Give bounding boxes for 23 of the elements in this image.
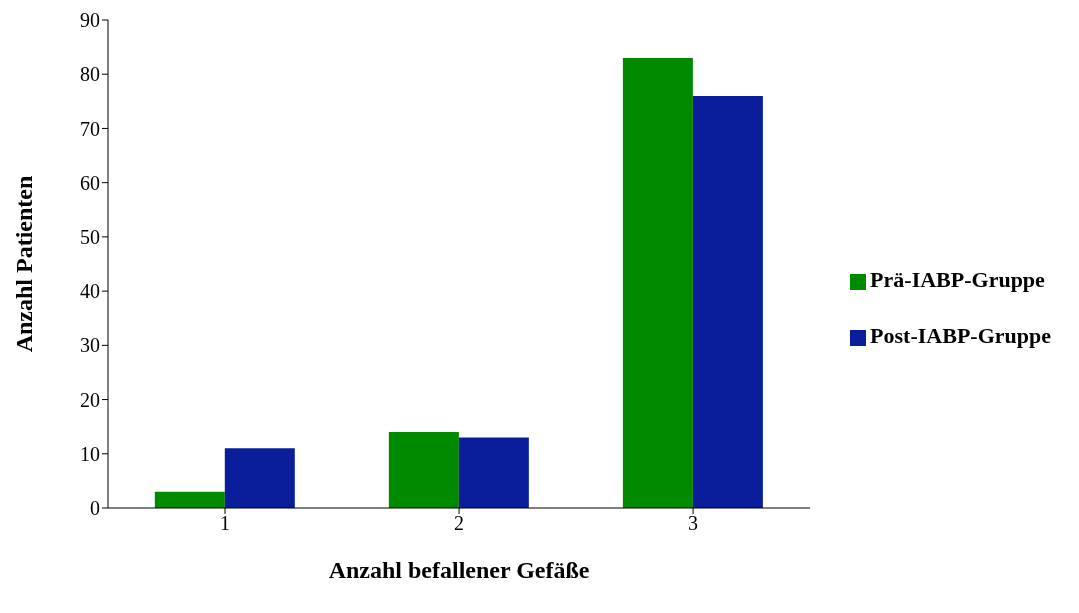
- y-tick-label: 40: [80, 280, 100, 303]
- y-tick-label: 30: [80, 334, 100, 357]
- y-tick-label: 50: [80, 225, 100, 248]
- x-tick-label: 2: [454, 512, 465, 535]
- y-tick-label: 10: [80, 442, 100, 465]
- y-tick-label: 80: [80, 63, 100, 86]
- legend-label: Post-IABP-Gruppe: [870, 323, 1051, 348]
- bar: [388, 432, 459, 508]
- y-tick-label: 0: [90, 497, 100, 520]
- y-tick-label: 20: [80, 388, 100, 411]
- bar: [622, 57, 693, 508]
- bar: [692, 95, 763, 508]
- legend-label: Prä-IABP-Gruppe: [870, 267, 1045, 292]
- x-tick-label: 3: [688, 512, 699, 535]
- bar: [154, 491, 225, 508]
- x-axis-title: Anzahl befallener Gefäße: [328, 557, 590, 583]
- y-tick-label: 60: [80, 171, 100, 194]
- x-tick-label: 1: [220, 512, 231, 535]
- y-tick-label: 90: [80, 9, 100, 32]
- bar: [224, 448, 295, 508]
- bar: [458, 437, 529, 508]
- y-axis-title: Anzahl Patienten: [10, 175, 37, 353]
- y-tick-label: 70: [80, 117, 100, 140]
